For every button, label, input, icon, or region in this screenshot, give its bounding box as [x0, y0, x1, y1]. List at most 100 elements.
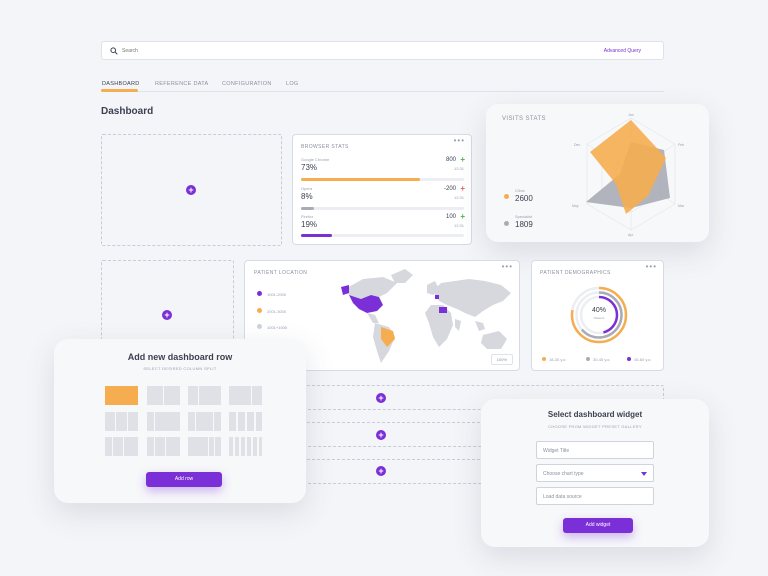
page-title: Dashboard	[101, 106, 154, 117]
layout-option-split-a[interactable]	[188, 412, 221, 431]
add-widget-button[interactable]: +	[186, 185, 196, 195]
legend-dot	[542, 357, 546, 361]
map-region-brazil	[381, 327, 395, 347]
legend-label: 18-30 y.o.	[549, 357, 567, 362]
legend-dot	[586, 357, 590, 361]
empty-row-slot[interactable]	[290, 422, 490, 447]
layout-cell	[199, 386, 221, 405]
empty-widget-slot[interactable]	[101, 134, 282, 246]
advanced-query-link[interactable]: Advanced Query	[603, 48, 641, 54]
layout-cell	[235, 437, 239, 456]
search-bar[interactable]: Advanced Query	[101, 41, 664, 60]
progress-fill	[301, 207, 315, 210]
chart-type-placeholder: Choose chart type	[543, 471, 584, 477]
tab-bar: DASHBOARD REFERENCE DATA CONFIGURATION L…	[101, 78, 664, 92]
legend-label: Clinic	[515, 188, 525, 193]
layout-cell	[113, 437, 123, 456]
chevron-down-icon	[641, 472, 647, 476]
modal-subtitle: CHOOSE FROM WIDGET PRESET GALLERY	[548, 424, 642, 429]
world-map	[341, 269, 511, 363]
legend-label: 1001+1000	[267, 325, 288, 330]
patient-demographics-card: PATIENT DEMOGRAPHICS ••• 40% Patients 18…	[531, 260, 664, 371]
add-row-button[interactable]: Add row	[146, 472, 222, 487]
donut-center-label: Patients	[593, 316, 605, 320]
layout-option-split-c[interactable]	[147, 437, 180, 456]
legend-dot	[257, 291, 262, 296]
layout-option-full[interactable]	[105, 386, 138, 405]
layout-cell	[256, 412, 262, 431]
map-zoom-button[interactable]: 100%	[490, 354, 513, 365]
tab-configuration[interactable]: CONFIGURATION	[222, 81, 272, 87]
more-options-icon[interactable]: •••	[501, 262, 513, 271]
layout-option-two-thirds-one-third[interactable]	[229, 386, 262, 405]
layout-option-halves[interactable]	[147, 386, 180, 405]
empty-row-slot[interactable]	[290, 459, 490, 484]
layout-option-quarters[interactable]	[229, 412, 262, 431]
layout-option-split-d[interactable]	[188, 437, 221, 456]
layout-cell	[229, 412, 236, 431]
layout-cell	[147, 437, 154, 456]
layout-cell	[214, 412, 221, 431]
layout-cell	[247, 437, 251, 456]
radar-axis-label: May	[572, 204, 579, 208]
layout-cell	[105, 412, 115, 431]
legend-value: 1809	[515, 220, 533, 229]
more-options-icon[interactable]: •••	[453, 136, 465, 145]
browser-name: Firefox	[301, 214, 314, 219]
tab-log[interactable]: LOG	[286, 81, 299, 87]
layout-option-thirds[interactable]	[105, 412, 138, 431]
layout-cell	[253, 437, 257, 456]
add-row-button[interactable]: +	[376, 466, 386, 476]
card-title: BROWSER STATS	[301, 144, 349, 150]
layout-cell	[215, 437, 221, 456]
add-row-button[interactable]: +	[376, 430, 386, 440]
browser-count: -200	[443, 186, 456, 192]
trend-up-icon: +	[460, 212, 465, 221]
legend-label: 1001-2000	[267, 292, 287, 297]
map-region-libya	[439, 307, 447, 313]
empty-row-slot[interactable]	[290, 385, 664, 410]
search-input[interactable]	[122, 45, 422, 56]
legend-dot-specialist	[504, 221, 509, 226]
legend-label: 30-45 y.o.	[593, 357, 611, 362]
add-widget-button[interactable]: +	[162, 310, 172, 320]
legend-dot	[257, 308, 262, 313]
modal-subtitle: SELECT DESIRED COLUMN SPLIT	[143, 366, 217, 371]
add-row-modal: Add new dashboard row SELECT DESIRED COL…	[54, 339, 306, 503]
tab-dashboard[interactable]: DASHBOARD	[102, 81, 140, 87]
layout-option-one-third-two-thirds[interactable]	[188, 386, 221, 405]
progress-bar	[301, 207, 464, 210]
layout-cell	[238, 412, 245, 431]
layout-cell	[124, 437, 138, 456]
card-title: VISITS STATS	[502, 116, 546, 122]
legend-dot-clinic	[504, 194, 509, 199]
layout-cell	[229, 386, 251, 405]
progress-bar	[301, 234, 464, 237]
layout-cell	[209, 437, 214, 456]
map-region-central-america	[367, 313, 379, 323]
widget-title-field[interactable]: Widget Title	[536, 441, 654, 459]
layout-cell	[105, 437, 112, 456]
legend-label: 45-60 y.o.	[634, 357, 652, 362]
layout-option-split-b[interactable]	[105, 437, 138, 456]
layout-cell	[196, 412, 213, 431]
more-options-icon[interactable]: •••	[645, 262, 657, 271]
card-title: PATIENT DEMOGRAPHICS	[540, 270, 611, 276]
browser-percent: 8%	[301, 192, 313, 201]
tab-reference-data[interactable]: REFERENCE DATA	[155, 81, 209, 87]
map-region-europe-point	[435, 295, 439, 299]
layout-cell	[259, 437, 262, 456]
chart-type-select[interactable]: Choose chart type	[536, 464, 654, 482]
layout-option-quarter-half-quarter[interactable]	[147, 412, 180, 431]
layout-cell	[147, 412, 154, 431]
layout-option-sixths[interactable]	[229, 437, 262, 456]
browser-sub: 12:31	[453, 166, 464, 171]
add-widget-button[interactable]: Add widget	[563, 518, 633, 533]
data-source-field[interactable]: Load data source	[536, 487, 654, 505]
browser-percent: 19%	[301, 220, 318, 229]
browser-count: 800	[445, 157, 456, 163]
tab-active-indicator	[101, 89, 138, 92]
modal-title: Add new dashboard row	[127, 352, 233, 362]
add-row-button[interactable]: +	[376, 393, 386, 403]
legend-dot	[257, 324, 262, 329]
